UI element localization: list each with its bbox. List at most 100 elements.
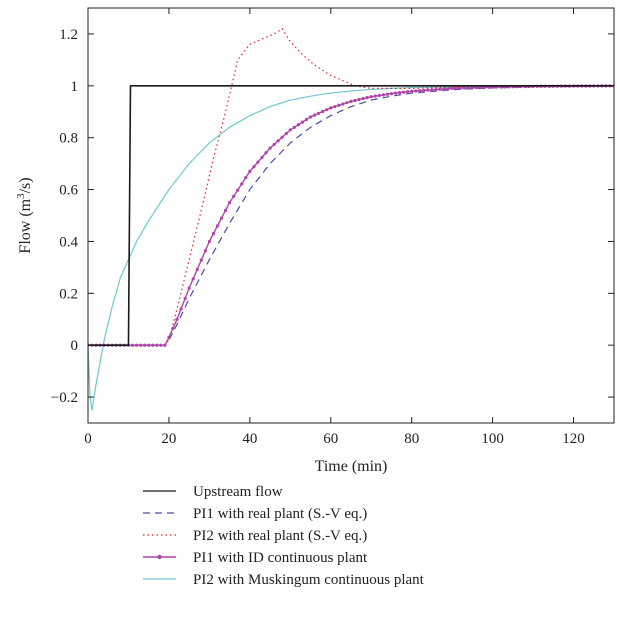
series-marker <box>333 104 337 109</box>
series-marker <box>389 91 394 96</box>
legend-item: PI1 with ID continuous plant <box>143 550 368 566</box>
x-tick-label: 0 <box>84 431 92 447</box>
y-tick-label: 0.2 <box>59 286 78 302</box>
series-marker <box>195 267 199 272</box>
legend-label: PI1 with ID continuous plant <box>193 550 368 566</box>
series-marker <box>252 165 256 169</box>
series-marker <box>288 128 292 132</box>
series-marker <box>292 125 296 129</box>
series-marker <box>377 93 381 98</box>
series-marker <box>159 343 163 347</box>
series-marker <box>236 188 240 192</box>
series-marker <box>357 97 361 102</box>
series-marker <box>207 239 211 244</box>
series-marker <box>228 200 232 205</box>
series-marker <box>276 139 280 143</box>
series-marker <box>264 151 268 155</box>
y-axis-label: Flow (m3/s) <box>15 177 34 253</box>
series-marker <box>256 160 260 164</box>
series-marker <box>361 96 365 101</box>
series-marker <box>466 86 470 90</box>
legend-item: PI2 with Muskingum continuous plant <box>143 572 425 588</box>
series-marker <box>458 86 462 90</box>
x-axis-label: Time (min) <box>315 458 388 475</box>
series-marker <box>312 113 317 117</box>
x-tick-label: 120 <box>562 431 585 447</box>
series-marker <box>329 106 333 110</box>
series-marker <box>414 89 418 93</box>
plot-frame <box>87 7 615 424</box>
series-marker <box>211 232 216 236</box>
series-line-3 <box>88 85 614 346</box>
series-marker <box>280 135 284 139</box>
series-marker <box>143 343 147 347</box>
series-marker <box>422 88 426 93</box>
series-marker <box>296 123 300 127</box>
series-marker <box>155 343 159 347</box>
series-marker <box>426 88 430 92</box>
series-marker <box>341 102 345 106</box>
series-marker <box>474 86 479 90</box>
y-axis-label-main: Flow (m <box>17 198 34 253</box>
series-marker <box>171 326 175 330</box>
series-marker <box>223 208 228 212</box>
series-marker <box>139 343 143 347</box>
series-marker <box>260 155 264 159</box>
legend-label: PI2 with Muskingum continuous plant <box>193 572 425 588</box>
y-tick-label: 0 <box>71 338 79 354</box>
series-marker <box>470 86 474 90</box>
series-marker <box>321 109 325 114</box>
series-marker <box>365 96 369 100</box>
series-line-2 <box>88 28 614 346</box>
series-marker <box>308 115 313 119</box>
series-marker <box>442 87 446 91</box>
series-marker <box>199 258 203 262</box>
y-axis-label-sup: 3 <box>15 193 27 199</box>
series-marker <box>462 86 466 90</box>
series-marker <box>240 182 244 186</box>
legend-label: PI2 with real plant (S.-V eq.) <box>193 528 367 544</box>
series-marker <box>244 176 248 180</box>
legend-item: PI1 with real plant (S.-V eq.) <box>143 506 367 522</box>
x-tick-label: 40 <box>242 431 257 447</box>
series-marker <box>134 343 139 347</box>
series-marker <box>232 194 236 198</box>
y-tick-label: −0.2 <box>51 390 78 406</box>
series-line-1 <box>88 85 614 346</box>
series-marker <box>191 277 195 281</box>
series-marker <box>163 343 167 347</box>
series-marker <box>353 98 357 103</box>
series-line-4 <box>88 85 614 411</box>
legend-marker <box>157 554 162 560</box>
series-marker <box>272 142 276 147</box>
series-marker <box>203 249 207 253</box>
series-marker <box>369 95 373 99</box>
series-marker <box>381 93 385 97</box>
series-marker <box>397 91 402 95</box>
legend-item: Upstream flow <box>143 484 283 500</box>
legend: Upstream flow PI1 with real plant (S.-V e… <box>143 484 425 588</box>
series-marker <box>183 296 187 301</box>
x-tick-label: 80 <box>404 431 419 447</box>
x-tick-label: 20 <box>161 431 176 447</box>
series-marker <box>248 169 252 174</box>
y-tick-label: 1.2 <box>59 27 78 43</box>
x-tick-label: 100 <box>481 431 504 447</box>
series-marker <box>187 286 191 290</box>
series-marker <box>317 111 321 115</box>
series-marker <box>147 343 151 347</box>
series-marker <box>373 94 377 98</box>
legend-item: PI2 with real plant (S.-V eq.) <box>143 528 367 544</box>
series-marker <box>406 90 410 94</box>
y-tick-label: 1 <box>71 79 79 95</box>
series-marker <box>219 216 224 220</box>
series-marker <box>478 85 483 90</box>
series-marker <box>438 87 442 91</box>
series-marker <box>300 120 305 124</box>
series-marker <box>179 307 183 311</box>
y-axis-label-end: /s) <box>17 177 34 193</box>
series-marker <box>215 224 220 228</box>
series-marker <box>268 146 272 150</box>
series-marker <box>450 86 454 91</box>
